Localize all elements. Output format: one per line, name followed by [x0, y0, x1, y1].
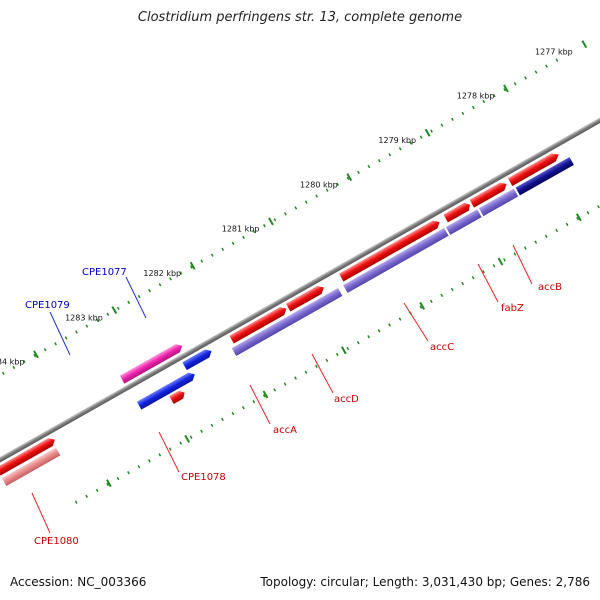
kbp-labels: 1277 kbp 1278 kbp 1279 kbp 1280 kbp 1281… [0, 47, 573, 367]
gene-label-CPE1079[interactable]: CPE1079 [25, 300, 70, 311]
kbp-label: 1277 kbp [535, 47, 573, 56]
gene-accA-forward[interactable] [229, 305, 288, 344]
genome-summary: Topology: circular; Length: 3,031,430 bp… [260, 575, 590, 589]
gene-label-accA[interactable]: accA [273, 425, 297, 436]
kbp-label: 1284 kbp [0, 358, 24, 367]
inner-tick-marks [74, 205, 600, 504]
gene-fabZ-forward[interactable] [469, 180, 509, 208]
gene-forward-small[interactable] [443, 201, 472, 223]
page-title: Clostridium perfringens str. 13, complet… [137, 10, 463, 25]
callout-lines [31, 244, 533, 534]
genome-backbone [0, 100, 600, 480]
gene-CPE1080-forward[interactable] [0, 436, 57, 476]
gene-label-fabZ[interactable]: fabZ [501, 303, 524, 314]
kbp-label: 1280 kbp [300, 180, 338, 189]
gene-label-CPE1078[interactable]: CPE1078 [181, 472, 226, 483]
gene-labels: accB fabZ accC accD accA CPE1078 CPE1077… [25, 267, 562, 547]
outer-tick-marks [1, 40, 588, 376]
gene-accC-forward[interactable] [339, 218, 442, 282]
kbp-label: 1282 kbp [143, 269, 181, 278]
gene-CPE1079[interactable] [119, 342, 184, 384]
gene-accC-reverse-a[interactable] [445, 209, 482, 235]
gene-label-accC[interactable]: accC [430, 342, 454, 353]
gene-CPE1078[interactable] [169, 389, 186, 404]
gene-label-CPE1080[interactable]: CPE1080 [34, 536, 79, 547]
reverse-strand-genes [2, 157, 574, 486]
gene-accB-forward[interactable] [507, 151, 561, 186]
gene-label-CPE1077[interactable]: CPE1077 [82, 267, 127, 278]
gene-fabZ-reverse[interactable] [478, 188, 519, 217]
kbp-label: 1281 kbp [222, 225, 260, 234]
gene-accB-reverse[interactable] [515, 157, 574, 196]
gene-accD-reverse[interactable] [231, 288, 343, 356]
gene-CPE1077[interactable] [182, 347, 213, 371]
gene-accD-forward[interactable] [285, 284, 326, 312]
gene-label-accB[interactable]: accB [538, 282, 562, 293]
accession-label: Accession: NC_003366 [10, 575, 147, 589]
gene-label-accD[interactable]: accD [334, 394, 359, 405]
gene-CPE1079-reverse[interactable] [136, 370, 197, 410]
kbp-label: 1278 kbp [457, 92, 495, 101]
kbp-label: 1279 kbp [378, 136, 416, 145]
gene-CPE1080-reverse[interactable] [2, 447, 61, 486]
kbp-label: 1283 kbp [65, 313, 103, 322]
gene-accC-reverse[interactable] [343, 227, 449, 293]
forward-strand-genes [0, 151, 561, 476]
